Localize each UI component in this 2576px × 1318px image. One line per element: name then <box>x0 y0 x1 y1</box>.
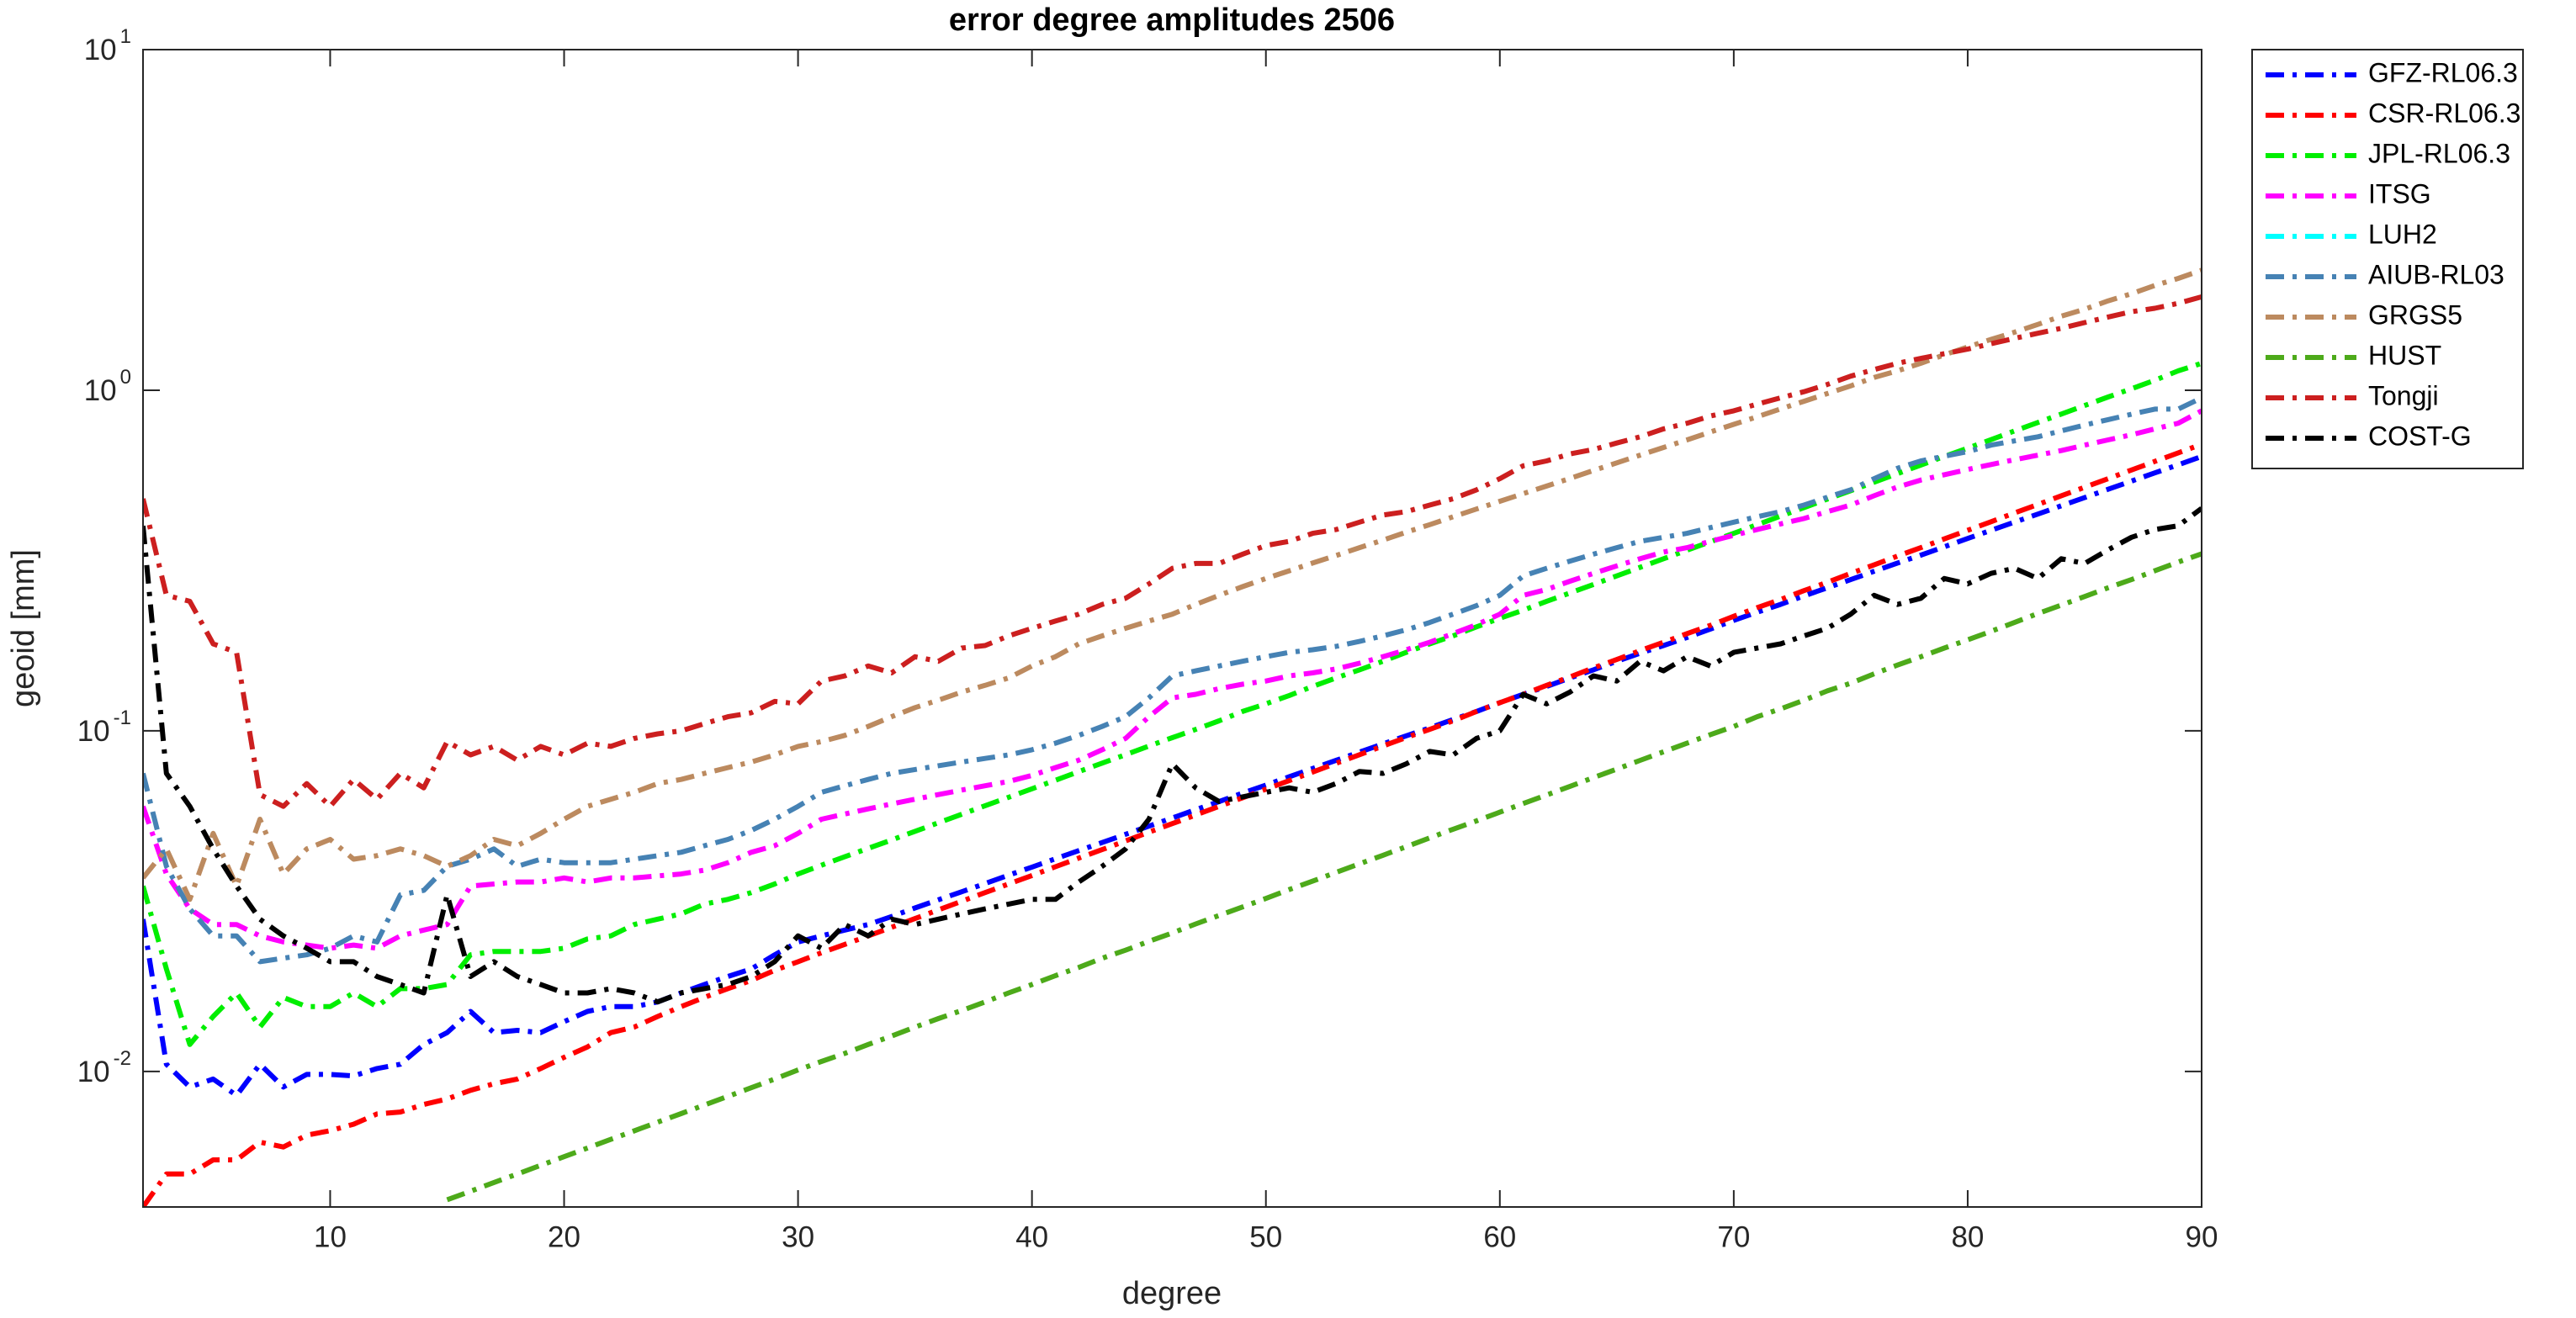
y-tick-label: 10 0 <box>84 366 131 407</box>
y-tick-label: 10 -2 <box>77 1047 131 1088</box>
x-tick-label: 60 <box>1483 1220 1516 1253</box>
series-line <box>143 267 2202 902</box>
y-tick-base: 10 <box>84 374 117 407</box>
legend-label: CSR-RL06.3 <box>2368 98 2520 128</box>
legend-label: LUH2 <box>2368 219 2437 249</box>
legend-label: Tongji <box>2368 380 2439 410</box>
chart-title: error degree amplitudes 2506 <box>949 3 1395 38</box>
x-tick-label: 70 <box>1717 1220 1750 1253</box>
x-tick-label: 20 <box>548 1220 580 1253</box>
lines <box>143 267 2202 1207</box>
y-tick-exponent: 0 <box>120 366 131 389</box>
legend-label: COST-G <box>2368 421 2472 451</box>
series-line <box>143 361 2202 1047</box>
axes-box <box>142 49 2202 1208</box>
series-line <box>143 408 2202 951</box>
series-line <box>446 551 2202 1203</box>
legend-label: ITSG <box>2368 178 2431 209</box>
x-axis-label: degree <box>1122 1276 1222 1311</box>
series-line <box>143 453 2202 1098</box>
y-axis-label: geoid [mm] <box>6 549 41 707</box>
legend-label: GRGS5 <box>2368 299 2462 330</box>
y-tick-base: 10 <box>84 34 117 66</box>
x-tick-label: 40 <box>1015 1220 1048 1253</box>
series-line <box>143 294 2202 809</box>
legend-label: JPL-RL06.3 <box>2368 138 2510 168</box>
legend-box <box>2251 49 2524 469</box>
x-tick-label: 90 <box>2186 1220 2218 1253</box>
y-tick-exponent: 1 <box>120 25 131 48</box>
x-tick-label: 10 <box>314 1220 347 1253</box>
x-tick-label: 30 <box>782 1220 814 1253</box>
x-tick-label: 50 <box>1249 1220 1282 1253</box>
legend-label: GFZ-RL06.3 <box>2368 57 2518 87</box>
y-tick-label: 10 1 <box>84 25 131 66</box>
legend-label: HUST <box>2368 340 2441 370</box>
y-tick-label: 10 -1 <box>77 707 131 748</box>
y-tick-exponent: -1 <box>114 707 131 729</box>
legend-label: AIUB-RL03 <box>2368 259 2504 289</box>
y-tick-base: 10 <box>77 715 110 748</box>
y-tick-base: 10 <box>77 1056 110 1088</box>
plot-area <box>143 50 2202 1207</box>
y-tick-exponent: -2 <box>114 1047 131 1070</box>
series-line <box>143 442 2202 1207</box>
x-tick-label: 80 <box>1951 1220 1984 1253</box>
legend: GFZ-RL06.3 CSR-RL06.3 JPL-RL06.3 ITSG LUH2 AI… <box>2251 49 2524 469</box>
